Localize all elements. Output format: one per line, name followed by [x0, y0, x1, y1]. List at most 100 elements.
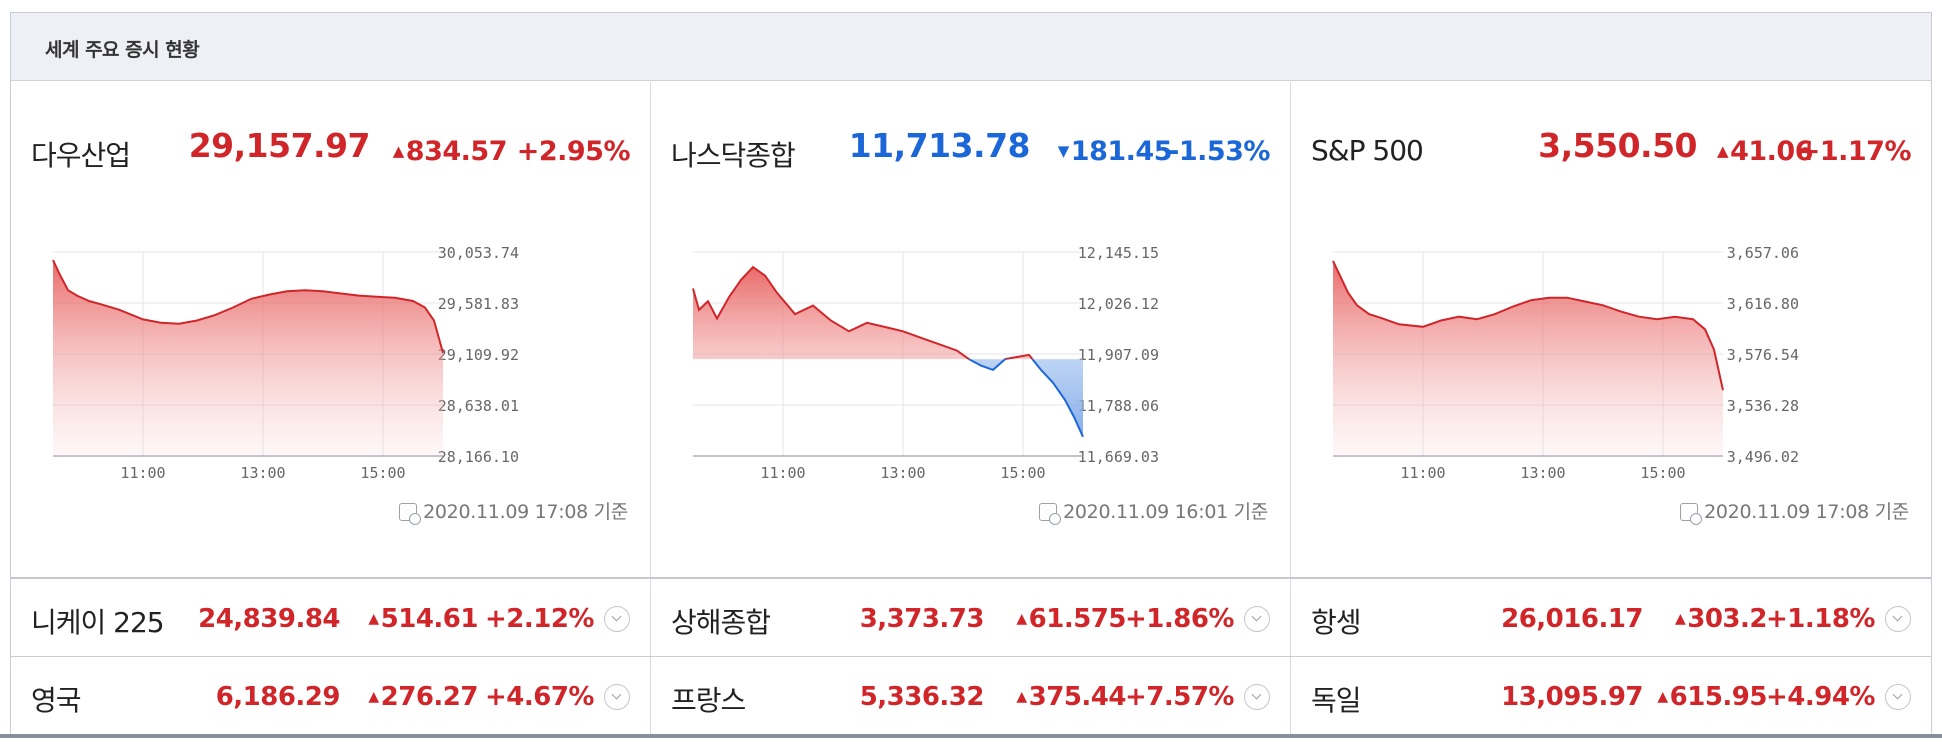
up-triangle-icon: ▲	[392, 142, 405, 160]
y-tick-label: 11,907.09	[1078, 346, 1159, 364]
index-price: 3,550.50	[1538, 126, 1697, 165]
index-name: 상해종합	[671, 606, 771, 639]
y-tick-label: 3,616.80	[1727, 295, 1799, 313]
intraday-chart: 12,145.15 12,026.12 11,907.09 11,788.06 11,6…	[692, 244, 1159, 482]
x-tick-label: 13:00	[880, 464, 925, 482]
bottom-divider	[0, 734, 1942, 738]
index-cell-shanghai[interactable]: 상해종합 3,373.73 ▲61.575 +1.86%	[651, 579, 1291, 657]
x-tick-label: 11:00	[120, 464, 165, 482]
index-price: 11,713.78	[848, 126, 1031, 165]
y-tick-label: 28,166.10	[438, 448, 519, 466]
world-markets-widget: 세계 주요 증시 현황 다우산업 29,157.97 ▲834.57 +2.95…	[10, 12, 1932, 735]
index-name: S&P 500	[1311, 134, 1424, 167]
up-triangle-icon: ▲	[368, 689, 379, 705]
index-price: 29,157.97	[188, 126, 371, 165]
index-change: ▲834.57	[392, 136, 508, 167]
indices-row: 영국 6,186.29 ▲276.27 +4.67% 프랑스 5,336.32 …	[11, 656, 1931, 735]
index-cell-uk[interactable]: 영국 6,186.29 ▲276.27 +4.67%	[11, 657, 651, 735]
expand-chevron-icon[interactable]	[1885, 684, 1911, 710]
indices-row: 니케이 225 24,839.84 ▲514.61 +2.12% 상해종합 3,…	[11, 577, 1931, 657]
index-change: ▲303.2	[1674, 604, 1768, 634]
x-tick-label: 13:00	[1520, 464, 1565, 482]
y-tick-label: 11,669.03	[1078, 448, 1159, 466]
index-name: 나스닥종합	[671, 139, 796, 172]
up-triangle-icon: ▲	[1657, 689, 1668, 705]
index-change: ▲276.27	[368, 682, 478, 712]
area-fill-down	[693, 359, 1083, 437]
index-percent: +4.67%	[485, 682, 595, 712]
index-percent: +1.18%	[1766, 604, 1876, 634]
index-name: 니케이 225	[31, 606, 165, 639]
y-tick-label: 3,657.06	[1727, 244, 1799, 262]
index-change: ▲61.575	[1016, 604, 1126, 634]
index-change: ▲41.06	[1717, 136, 1813, 167]
index-price: 24,839.84	[198, 604, 340, 634]
timestamp: 2020.11.09 16:01 기준	[1039, 497, 1268, 525]
clock-icon	[1680, 503, 1703, 525]
intraday-chart: 30,053.74 29,581.83 29,109.92 28,638.01 28,1…	[52, 244, 519, 482]
area-fill-up	[53, 260, 443, 456]
y-tick-label: 3,496.02	[1727, 448, 1799, 466]
index-cell-hangseng[interactable]: 항셍 26,016.17 ▲303.2 +1.18%	[1291, 579, 1931, 657]
index-price: 3,373.73	[859, 604, 985, 634]
up-triangle-icon: ▲	[1717, 142, 1729, 160]
index-price: 26,016.17	[1501, 604, 1643, 634]
index-panel-sp500[interactable]: S&P 500 3,550.50 ▲41.06 +1.17% 3,657.06 3…	[1291, 82, 1931, 577]
index-change: ▲514.61	[368, 604, 478, 634]
index-percent: +7.57%	[1125, 682, 1235, 712]
timestamp: 2020.11.09 17:08 기준	[399, 497, 628, 525]
area-fill-up	[693, 267, 1033, 360]
expand-chevron-icon[interactable]	[1244, 684, 1270, 710]
x-tick-label: 11:00	[760, 464, 805, 482]
index-cell-nikkei[interactable]: 니케이 225 24,839.84 ▲514.61 +2.12%	[11, 579, 651, 657]
other-indices: 니케이 225 24,839.84 ▲514.61 +2.12% 상해종합 3,…	[11, 577, 1931, 735]
x-tick-label: 13:00	[240, 464, 285, 482]
y-tick-label: 3,536.28	[1727, 397, 1799, 415]
index-name: 항셍	[1311, 606, 1362, 639]
index-percent: +1.86%	[1125, 604, 1235, 634]
expand-chevron-icon[interactable]	[1885, 606, 1911, 632]
series-line-up	[1332, 260, 1724, 391]
index-panel-nasdaq[interactable]: 나스닥종합 11,713.78 ▼181.45 -1.53% 12,145.15…	[651, 82, 1291, 577]
index-name: 독일	[1311, 684, 1362, 717]
expand-chevron-icon[interactable]	[604, 606, 630, 632]
series-line-up	[692, 265, 1034, 360]
clock-icon	[399, 503, 422, 525]
series-line-up	[52, 259, 444, 354]
index-price: 5,336.32	[859, 682, 985, 712]
y-tick-label: 28,638.01	[438, 397, 519, 415]
index-change: ▼181.45	[1057, 136, 1173, 167]
index-cell-france[interactable]: 프랑스 5,336.32 ▲375.44 +7.57%	[651, 657, 1291, 735]
widget-title: 세계 주요 증시 현황	[45, 39, 200, 61]
index-name: 프랑스	[671, 684, 746, 717]
y-tick-label: 29,581.83	[438, 295, 519, 313]
y-tick-label: 29,109.92	[438, 346, 519, 364]
area-fill-up	[1333, 260, 1723, 456]
x-tick-label: 15:00	[1640, 464, 1685, 482]
x-tick-label: 15:00	[360, 464, 405, 482]
index-percent: -1.53%	[1168, 136, 1270, 167]
index-percent: +4.94%	[1766, 682, 1876, 712]
up-triangle-icon: ▲	[368, 611, 379, 627]
widget-header: 세계 주요 증시 현황	[11, 13, 1931, 81]
y-tick-label: 11,788.06	[1078, 397, 1159, 415]
expand-chevron-icon[interactable]	[604, 684, 630, 710]
down-triangle-icon: ▼	[1057, 142, 1070, 160]
index-change: ▲615.95	[1657, 682, 1767, 712]
up-triangle-icon: ▲	[1674, 611, 1686, 627]
index-name: 다우산업	[31, 139, 131, 172]
y-tick-label: 30,053.74	[438, 244, 519, 262]
main-index-panels: 다우산업 29,157.97 ▲834.57 +2.95% 30,053.74 2…	[11, 82, 1931, 577]
index-price: 13,095.97	[1501, 682, 1643, 712]
y-tick-label: 12,145.15	[1078, 244, 1159, 262]
index-name: 영국	[31, 684, 82, 717]
y-tick-label: 3,576.54	[1727, 346, 1799, 364]
index-cell-germany[interactable]: 독일 13,095.97 ▲615.95 +4.94%	[1291, 657, 1931, 735]
timestamp: 2020.11.09 17:08 기준	[1680, 497, 1909, 525]
expand-chevron-icon[interactable]	[1244, 606, 1270, 632]
index-panel-dow[interactable]: 다우산업 29,157.97 ▲834.57 +2.95% 30,053.74 2…	[11, 82, 651, 577]
x-tick-label: 15:00	[1000, 464, 1045, 482]
index-percent: +1.17%	[1797, 136, 1912, 167]
index-percent: +2.95%	[516, 136, 631, 167]
x-tick-label: 11:00	[1400, 464, 1445, 482]
